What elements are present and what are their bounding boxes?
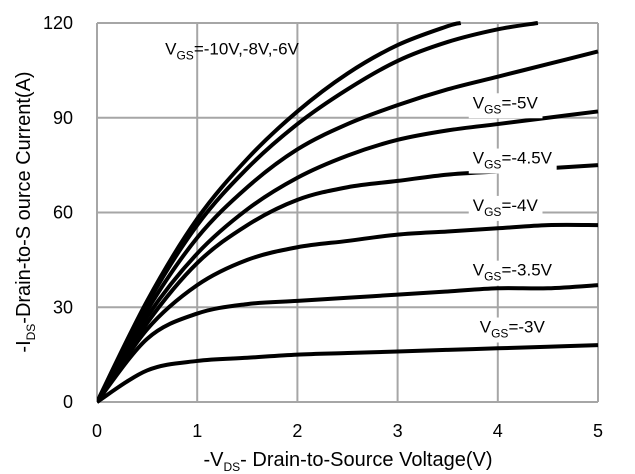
y-tick-label: 90 bbox=[53, 108, 73, 128]
curve-label-background bbox=[468, 195, 543, 221]
tick-labels: 0 1 2 3 4 5 0 30 60 90 120 bbox=[43, 13, 603, 441]
series-line bbox=[97, 49, 599, 403]
y-tick-label: 60 bbox=[53, 203, 73, 223]
curve-label-background bbox=[468, 260, 557, 286]
x-tick-label: 4 bbox=[493, 421, 503, 441]
series-line bbox=[97, 343, 599, 404]
curve-label-background bbox=[468, 93, 543, 119]
curve-label-background bbox=[468, 148, 557, 174]
series-line bbox=[97, 109, 599, 404]
curve-label: VGS=-3.5V bbox=[473, 261, 553, 284]
series-line bbox=[97, 21, 539, 403]
curve-labels: VGS=-10V,-8V,-6V VGS=-5V VGS=-4.5V VGS=-4V V… bbox=[165, 40, 557, 343]
series-line bbox=[97, 283, 599, 404]
curve-label: VGS=-3V bbox=[480, 318, 546, 341]
curve-label: VGS=-5V bbox=[473, 93, 539, 116]
y-axis-title: -IDS-Drain-to-S ource Current(A) bbox=[13, 71, 38, 352]
series-line bbox=[97, 222, 599, 404]
y-tick-label: 0 bbox=[63, 392, 73, 412]
y-tick-label: 30 bbox=[53, 297, 73, 317]
x-tick-label: 1 bbox=[192, 421, 202, 441]
x-tick-label: 2 bbox=[292, 421, 302, 441]
curve-label: VGS=-10V,-8V,-6V bbox=[165, 40, 299, 63]
x-tick-label: 5 bbox=[593, 421, 603, 441]
x-tick-label: 0 bbox=[92, 421, 102, 441]
curve-label: VGS=-4.5V bbox=[473, 149, 553, 172]
curves bbox=[97, 21, 599, 404]
x-tick-label: 3 bbox=[393, 421, 403, 441]
y-tick-label: 120 bbox=[43, 13, 73, 33]
x-axis-title: -VDS- Drain-to-Source Voltage(V) bbox=[204, 449, 493, 474]
curve-label: VGS=-4V bbox=[473, 196, 539, 219]
curve-label-background bbox=[475, 317, 550, 343]
